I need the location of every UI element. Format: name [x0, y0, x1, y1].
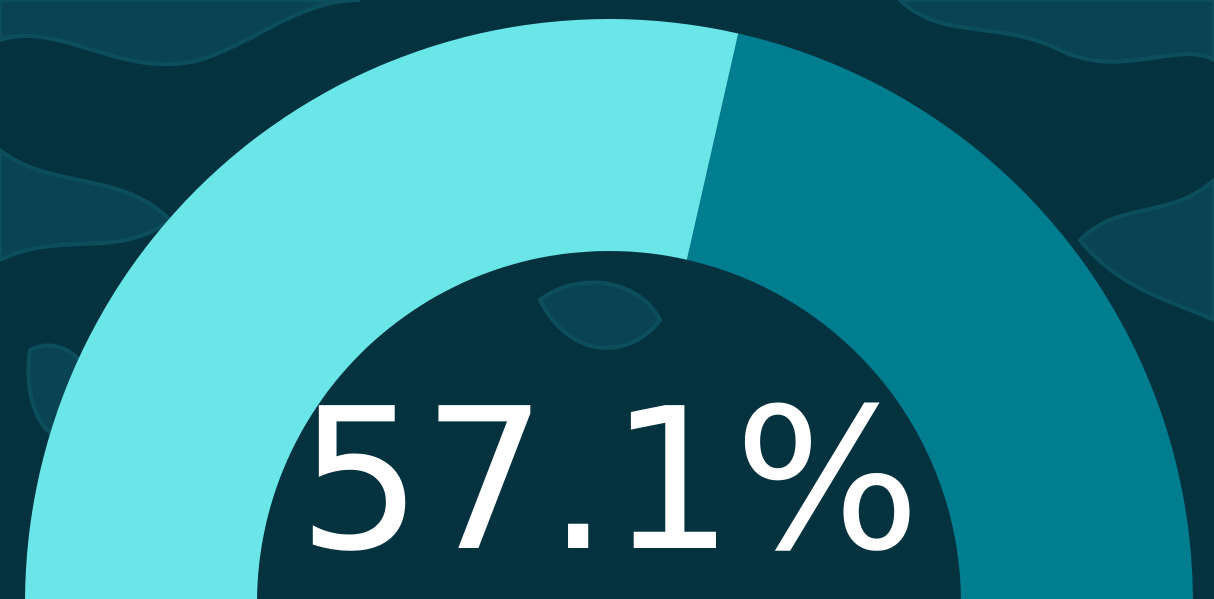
gauge-value-label: 57.1% [298, 367, 921, 595]
gauge-fill [25, 19, 739, 599]
gauge-track [686, 33, 1193, 599]
